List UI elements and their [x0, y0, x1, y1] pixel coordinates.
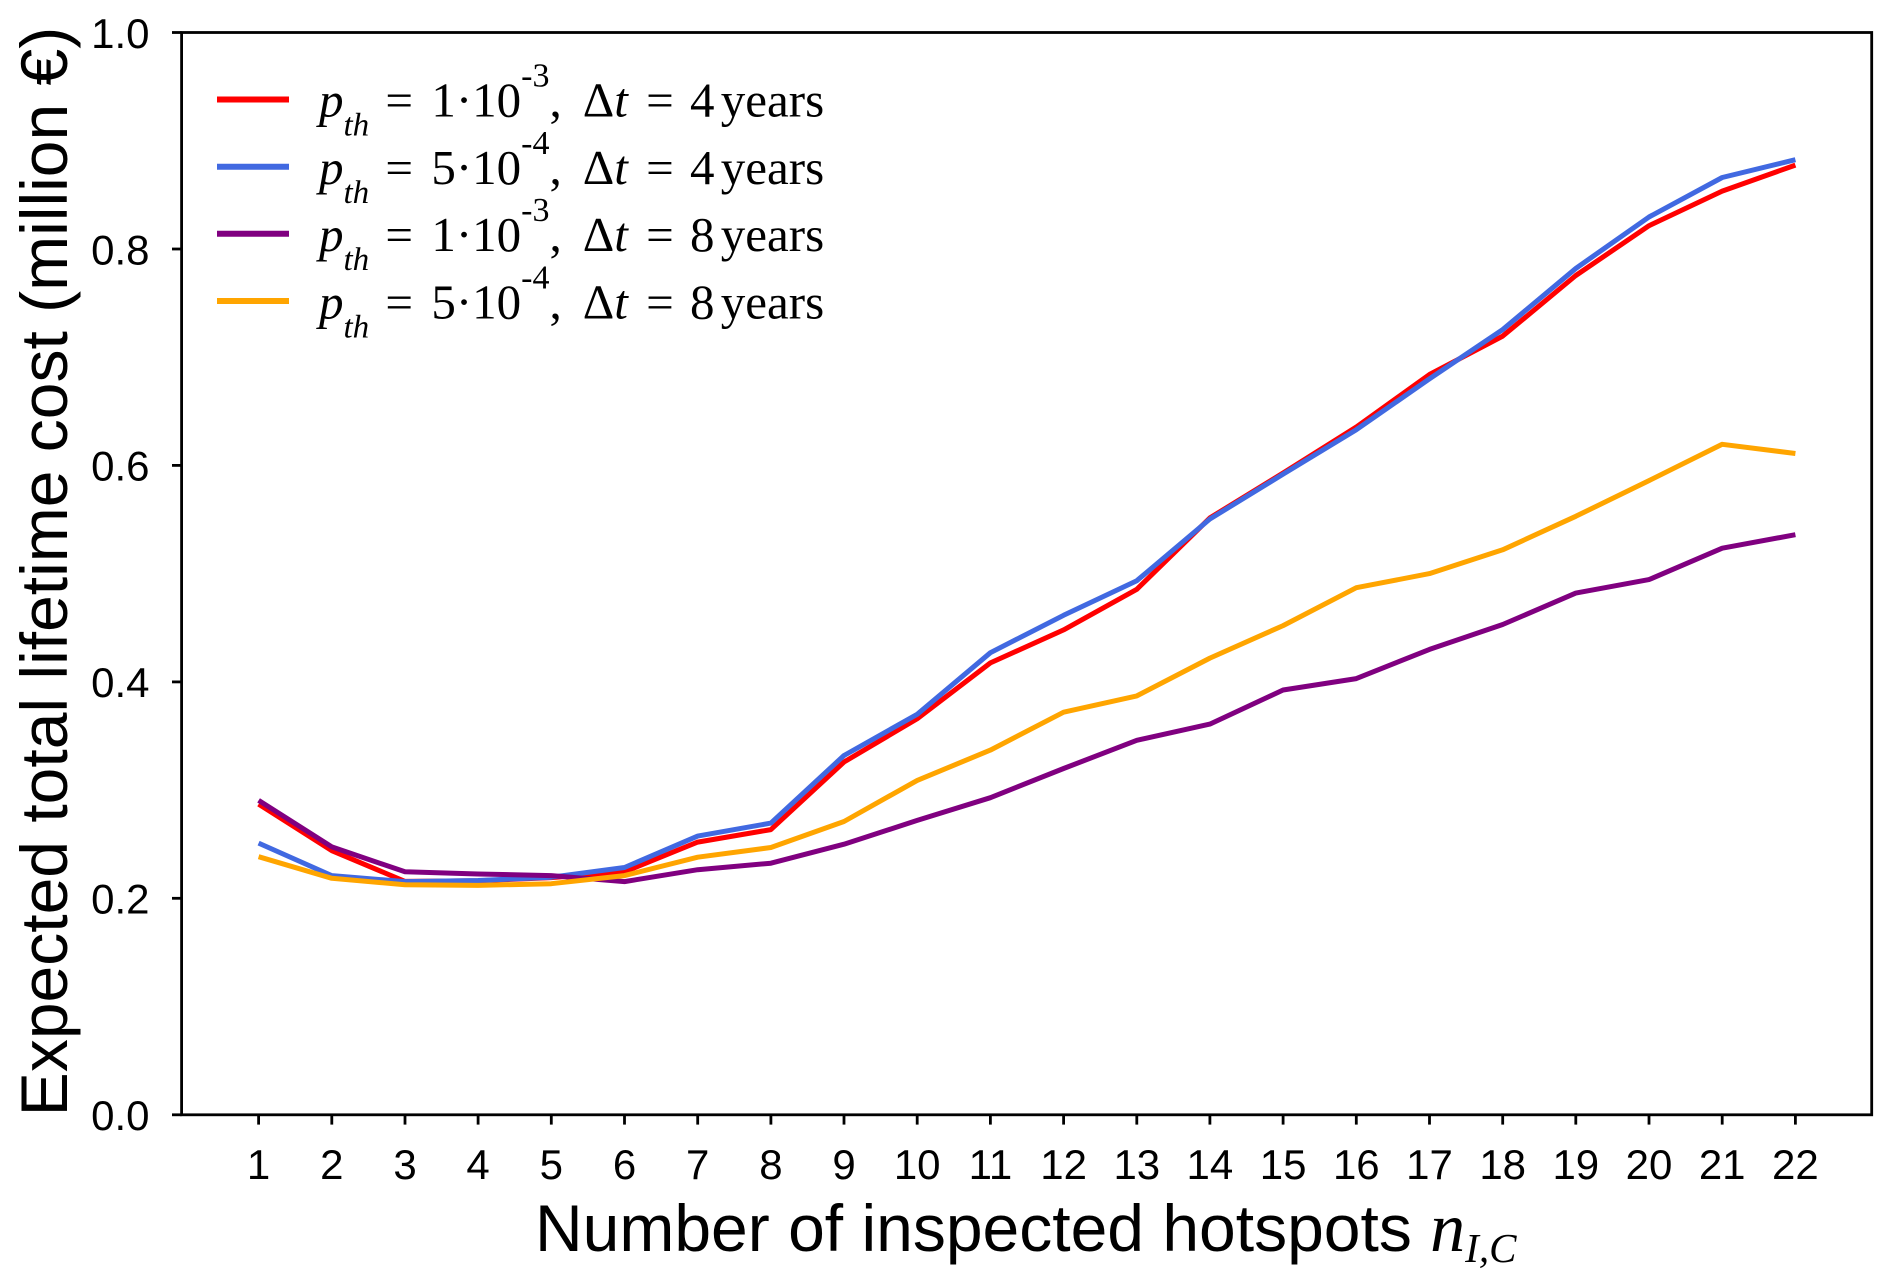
svg-text:0.4: 0.4 — [91, 659, 149, 706]
svg-text:0.2: 0.2 — [91, 876, 149, 923]
svg-text:pth = 1·10-3,Δt = 4 years: pth = 1·10-3, Δt = 4 years — [316, 58, 824, 144]
svg-text:pth = 1·10-3,Δt = 8 years: pth = 1·10-3, Δt = 8 years — [316, 192, 824, 278]
svg-text:19: 19 — [1552, 1141, 1599, 1188]
svg-text:0.0: 0.0 — [91, 1092, 149, 1139]
svg-text:pth = 5·10-4,Δt = 4 years: pth = 5·10-4, Δt = 4 years — [316, 125, 824, 211]
svg-text:6: 6 — [613, 1141, 636, 1188]
svg-text:10: 10 — [894, 1141, 941, 1188]
svg-text:21: 21 — [1699, 1141, 1746, 1188]
svg-text:15: 15 — [1260, 1141, 1307, 1188]
svg-text:pth = 5·10-4,Δt = 8 years: pth = 5·10-4, Δt = 8 years — [316, 259, 824, 345]
svg-text:7: 7 — [686, 1141, 709, 1188]
svg-text:4: 4 — [466, 1141, 489, 1188]
svg-text:18: 18 — [1479, 1141, 1526, 1188]
svg-text:0.8: 0.8 — [91, 226, 149, 273]
svg-text:0.6: 0.6 — [91, 443, 149, 490]
svg-text:1.0: 1.0 — [91, 10, 149, 57]
svg-text:17: 17 — [1406, 1141, 1453, 1188]
svg-text:9: 9 — [832, 1141, 855, 1188]
svg-text:16: 16 — [1333, 1141, 1380, 1188]
svg-text:22: 22 — [1772, 1141, 1819, 1188]
svg-text:Expected total lifetime cost (: Expected total lifetime cost (million €) — [7, 27, 81, 1116]
svg-text:Number of inspected hotspots n: Number of inspected hotspots nI,C — [535, 1190, 1517, 1271]
svg-text:5: 5 — [540, 1141, 563, 1188]
svg-text:13: 13 — [1113, 1141, 1160, 1188]
svg-text:1: 1 — [247, 1141, 270, 1188]
svg-text:20: 20 — [1626, 1141, 1673, 1188]
svg-text:11: 11 — [969, 1141, 1013, 1188]
svg-text:8: 8 — [759, 1141, 782, 1188]
svg-text:2: 2 — [320, 1141, 343, 1188]
svg-text:14: 14 — [1187, 1141, 1234, 1188]
svg-text:3: 3 — [393, 1141, 416, 1188]
svg-text:12: 12 — [1040, 1141, 1087, 1188]
